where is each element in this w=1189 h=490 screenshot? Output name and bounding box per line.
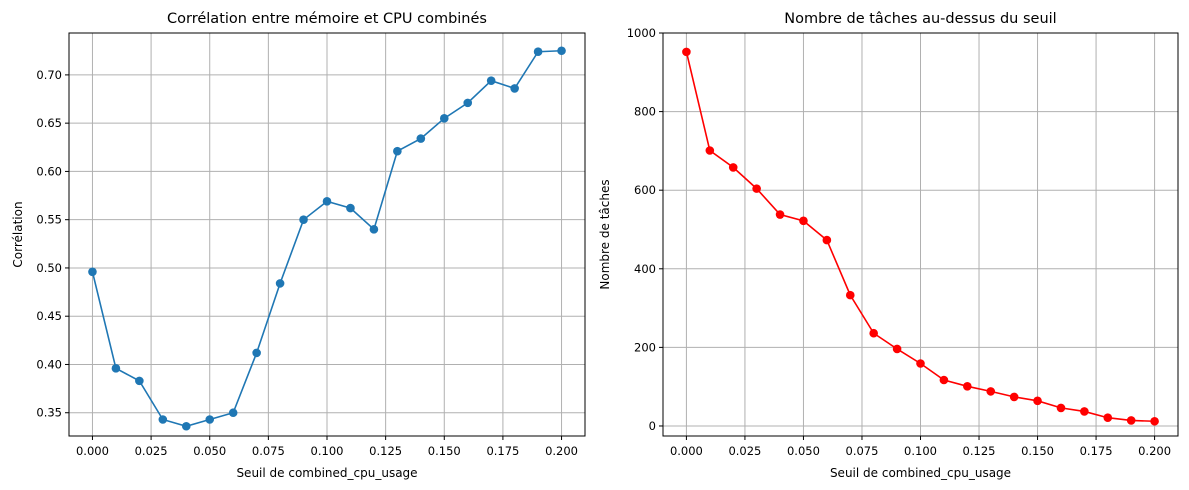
x-tick-label: 0.025 [728,444,761,458]
data-point [869,328,878,338]
x-tick-label: 0.200 [545,444,578,458]
data-point [1150,416,1159,426]
data-point [346,203,355,213]
y-tick-label: 0.35 [36,406,62,420]
chart-title: Nombre de tâches au-dessus du seuil [784,11,1056,27]
data-point [728,163,738,172]
y-tick-label: 400 [634,262,656,276]
data-point [533,47,543,57]
y-tick-label: 0.50 [36,261,62,275]
data-point [88,267,97,277]
x-tick-label: 0.175 [1080,444,1113,458]
x-tick-label: 0.025 [135,444,168,458]
data-point [682,47,691,57]
data-point [205,415,215,424]
x-tick-label: 0.075 [252,444,285,458]
data-point [135,376,144,386]
data-point [463,98,473,108]
data-point [1080,407,1089,416]
data-point [939,375,949,385]
data-point [322,197,332,206]
data-point [486,76,496,85]
x-tick-label: 0.125 [369,444,402,458]
data-point [369,225,379,234]
data-point [181,421,191,431]
y-tick-label: 600 [634,183,656,197]
data-point [1056,403,1066,413]
correlation-chart: 0.000 0.025 0.050 0.075 0.100 0.125 0.150 0.175… [11,11,586,480]
x-tick-label: 0.175 [486,444,519,458]
x-tick-label: 0.150 [1021,444,1054,458]
data-point [275,279,285,288]
data-point [845,290,855,300]
data-point [557,46,566,56]
data-point [775,210,785,219]
y-tick-label: 0.45 [36,309,62,323]
y-axis-label: Corrélation [11,201,25,267]
x-tick-label: 0.050 [787,444,820,458]
data-point [252,348,261,358]
y-tick-label: 0.55 [36,213,62,227]
x-tick-label: 0.000 [76,444,109,458]
x-tick-label: 0.200 [1138,444,1171,458]
y-tick-label: 800 [634,105,656,119]
data-point [510,84,519,93]
y-tick-label: 0 [649,419,656,433]
data-point [1033,396,1042,406]
data-point [439,114,449,123]
x-tick-label: 0.125 [963,444,996,458]
data-point [158,415,168,424]
y-tick-label: 0.70 [36,68,62,82]
y-tick-label: 200 [634,340,656,354]
x-tick-label: 0.100 [311,444,344,458]
data-point [986,387,996,396]
data-point [752,184,761,193]
data-point [1103,413,1113,423]
y-tick-label: 0.65 [36,116,62,130]
data-point [892,344,902,354]
data-point [1009,392,1019,402]
x-tick-label: 0.100 [904,444,937,458]
data-point [393,146,402,156]
y-tick-label: 0.60 [36,164,62,178]
data-point [822,235,832,245]
data-point [111,364,121,373]
x-tick-label: 0.150 [428,444,461,458]
data-point [228,408,238,418]
data-point [416,134,426,143]
data-point [963,381,972,391]
chart-title: Corrélation entre mémoire et CPU combiné… [167,11,487,27]
x-tick-label: 0.000 [670,444,703,458]
y-tick-label: 0.40 [36,357,62,371]
data-point [799,216,808,226]
x-tick-label: 0.050 [193,444,226,458]
data-point [916,359,925,368]
x-axis-label: Seuil de combined_cpu_usage [830,466,1011,480]
x-tick-label: 0.075 [846,444,879,458]
task-count-chart: 0.000 0.025 0.050 0.075 0.100 0.125 0.150 0.175… [598,11,1179,480]
x-axis-label: Seuil de combined_cpu_usage [236,466,417,480]
data-point [1126,416,1136,425]
data-point [299,215,308,224]
y-tick-label: 1000 [627,26,656,40]
y-axis-label: Nombre de tâches [598,179,612,289]
data-point [705,146,715,155]
